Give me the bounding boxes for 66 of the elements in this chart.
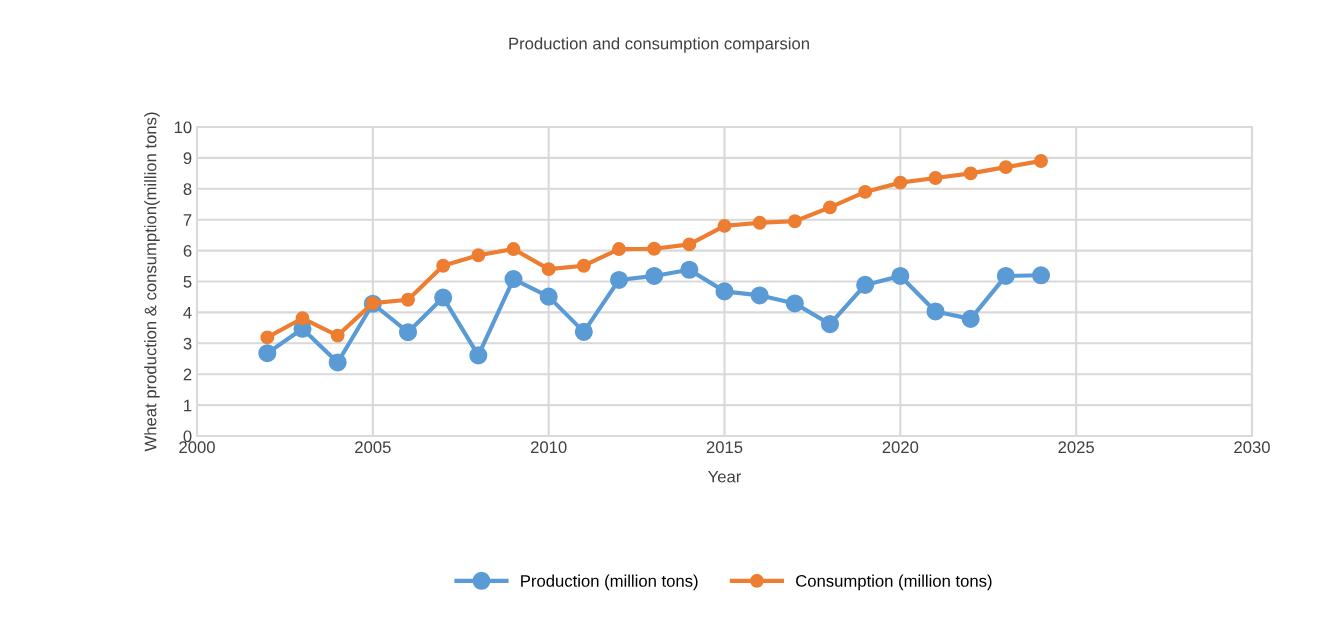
point bbox=[258, 344, 277, 363]
point bbox=[645, 266, 664, 285]
point bbox=[858, 184, 873, 199]
point bbox=[1034, 154, 1048, 168]
point bbox=[434, 288, 453, 307]
y-tick-label: 6 bbox=[183, 245, 192, 257]
point bbox=[785, 294, 804, 313]
point bbox=[1031, 266, 1051, 285]
y-tick-label: 2 bbox=[183, 368, 192, 381]
point bbox=[961, 309, 980, 328]
y-tick-label: 8 bbox=[183, 183, 192, 195]
legend-label: Consumption (million tons) bbox=[796, 574, 992, 591]
point bbox=[963, 166, 978, 181]
x-tick-label: 2020 bbox=[882, 441, 919, 454]
point bbox=[612, 242, 626, 257]
point bbox=[715, 282, 734, 301]
point bbox=[609, 270, 629, 289]
y-tick-label: 5 bbox=[183, 276, 192, 288]
point bbox=[576, 258, 591, 273]
point bbox=[260, 330, 275, 345]
point bbox=[998, 160, 1013, 175]
point bbox=[330, 328, 345, 343]
point bbox=[820, 315, 840, 334]
point bbox=[647, 241, 662, 256]
x-tick-label: 2025 bbox=[1058, 441, 1095, 454]
point bbox=[893, 175, 908, 190]
point bbox=[717, 218, 732, 233]
point bbox=[891, 266, 910, 285]
point bbox=[752, 215, 767, 230]
point bbox=[823, 200, 837, 215]
point bbox=[539, 287, 558, 306]
y-axis-title: Wheat production & consumption(million tons) bbox=[144, 112, 160, 452]
y-tick-label: 0 bbox=[183, 430, 192, 443]
point bbox=[506, 242, 521, 257]
y-tick-label: 3 bbox=[183, 337, 192, 350]
point bbox=[750, 286, 769, 305]
y-tick-label: 9 bbox=[183, 152, 192, 165]
point bbox=[436, 258, 451, 273]
legend-label: Production (million tons) bbox=[521, 574, 698, 591]
point bbox=[574, 322, 593, 341]
x-tick-label: 2015 bbox=[706, 441, 743, 454]
chart-title: Production and consumption comparsion bbox=[509, 37, 809, 53]
x-axis-title: Year bbox=[708, 470, 742, 483]
point bbox=[471, 248, 486, 263]
point bbox=[996, 266, 1015, 285]
point bbox=[928, 171, 943, 185]
x-tick-label: 2005 bbox=[355, 441, 391, 454]
y-tick-label: 7 bbox=[183, 214, 192, 226]
x-tick-label: 2030 bbox=[1234, 441, 1270, 454]
point bbox=[541, 262, 556, 277]
point bbox=[682, 237, 697, 252]
y-tick-label: 1 bbox=[184, 399, 192, 412]
y-tick-label: 4 bbox=[183, 306, 192, 319]
point bbox=[295, 311, 310, 326]
point bbox=[469, 346, 488, 365]
point bbox=[328, 353, 347, 372]
point bbox=[787, 214, 802, 229]
point bbox=[504, 269, 523, 289]
point bbox=[680, 260, 699, 279]
point bbox=[856, 275, 875, 294]
point bbox=[401, 292, 415, 307]
point bbox=[398, 323, 418, 342]
point bbox=[926, 302, 945, 321]
x-tick-label: 2010 bbox=[530, 441, 567, 454]
y-tick-label: 10 bbox=[174, 121, 192, 134]
x-tick-label: 2000 bbox=[179, 441, 215, 454]
